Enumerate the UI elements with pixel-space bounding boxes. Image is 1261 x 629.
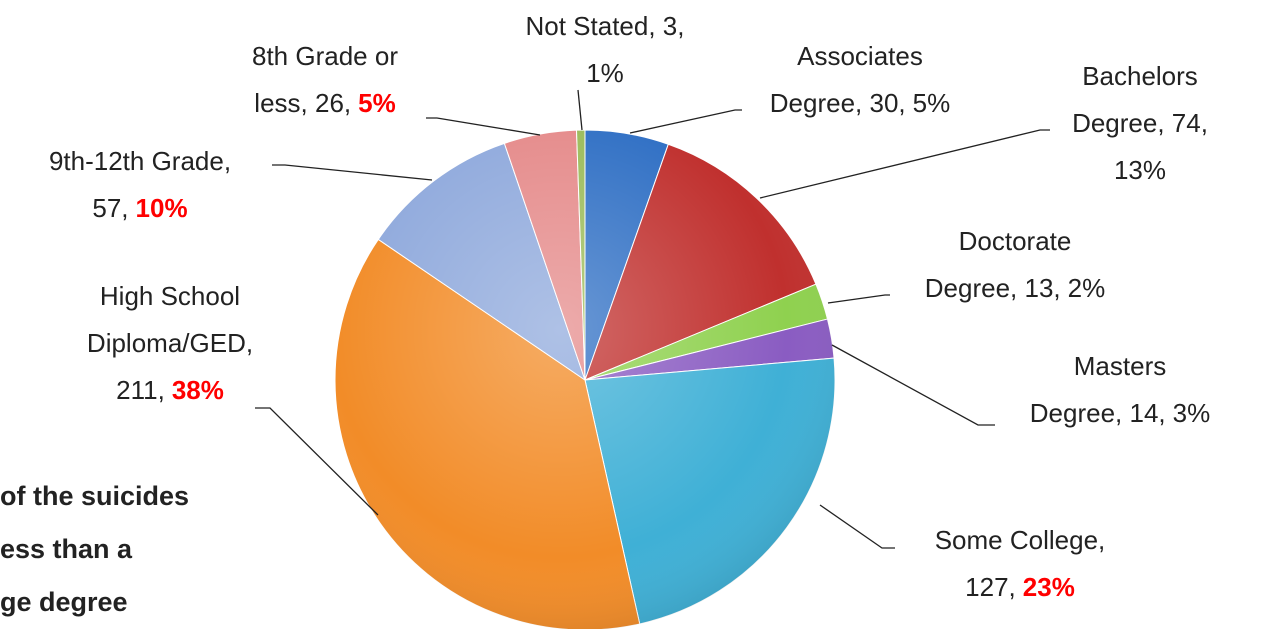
leader-line xyxy=(759,129,1050,199)
data-label-percent: 38% xyxy=(172,375,224,405)
data-label-line: Degree, 74, xyxy=(1072,108,1208,138)
leader-line xyxy=(577,89,583,131)
leader-line xyxy=(827,294,890,304)
data-label-text: 211, xyxy=(116,375,165,405)
data-label-line: Not Stated, 3, xyxy=(526,11,685,41)
leader-line xyxy=(831,344,995,426)
leader-line xyxy=(629,109,742,134)
data-label-percent: 10% xyxy=(136,193,188,223)
data-label-line: Diploma/GED, xyxy=(87,328,253,358)
data-label-text: Degree, 30, xyxy=(770,88,906,118)
data-label-line: Degree, 30, 5% xyxy=(770,88,950,118)
annotation: ess than a xyxy=(0,534,133,564)
data-label-percent: 23% xyxy=(1023,572,1075,602)
data-label-line: Some College, xyxy=(935,525,1106,555)
data-label-line: High School xyxy=(100,281,240,311)
data-label-percent: 1% xyxy=(586,58,624,88)
data-label-text: 57, xyxy=(92,193,128,223)
leader-line xyxy=(426,117,541,136)
leader-line xyxy=(819,504,895,549)
data-label-text: 127, xyxy=(965,572,1016,602)
leader-line xyxy=(272,164,433,181)
data-label-text: less, 26, xyxy=(254,88,351,118)
data-label-line: 8th Grade or xyxy=(252,41,398,71)
annotation: of the suicides xyxy=(0,481,189,511)
data-label-percent: 3% xyxy=(1173,398,1211,428)
data-label-line: Masters xyxy=(1074,351,1166,381)
data-label-line: 9th-12th Grade, xyxy=(49,146,231,176)
annotation: ge degree xyxy=(0,587,128,617)
data-label-line: 57, 10% xyxy=(92,193,187,223)
data-label-line: Doctorate xyxy=(959,226,1072,256)
data-label-text: Degree, 14, xyxy=(1030,398,1166,428)
data-label-line: Degree, 13, 2% xyxy=(925,273,1105,303)
data-label-percent: 5% xyxy=(913,88,951,118)
data-label-line: 127, 23% xyxy=(965,572,1075,602)
data-label-line: Associates xyxy=(797,41,923,71)
data-label-line: 211, 38% xyxy=(116,375,224,405)
data-label-percent: 13% xyxy=(1114,155,1166,185)
data-label-line: Degree, 14, 3% xyxy=(1030,398,1210,428)
leader-line xyxy=(255,407,379,516)
data-label-percent: 2% xyxy=(1068,273,1106,303)
data-label-line: less, 26, 5% xyxy=(254,88,395,118)
data-label-percent: 5% xyxy=(358,88,396,118)
data-label-text: Degree, 13, xyxy=(925,273,1061,303)
data-label-line: Bachelors xyxy=(1082,61,1198,91)
